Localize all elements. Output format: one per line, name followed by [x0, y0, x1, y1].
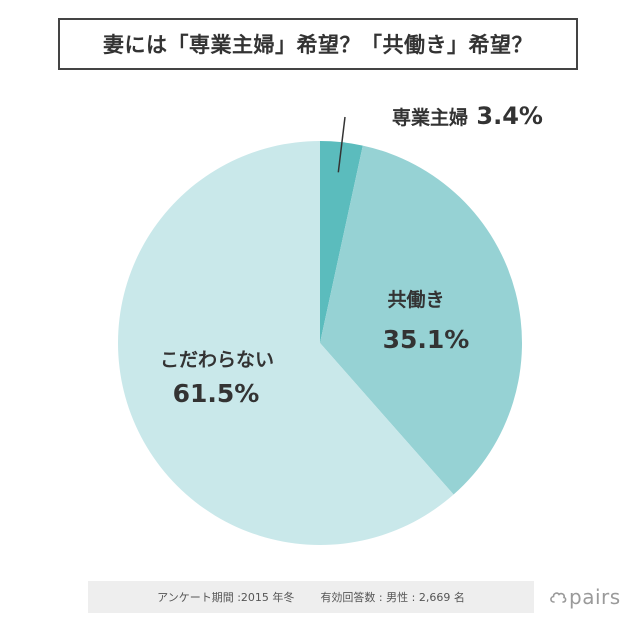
cloud-icon: [550, 592, 567, 603]
pie-slice-2: [117, 141, 454, 545]
pie-slice-0: [320, 141, 363, 343]
pairs-logo: pairs: [548, 582, 621, 612]
chart-title: 妻には「専業主婦」希望？「共働き」希望？: [58, 18, 578, 70]
pie-slice-1: [320, 145, 522, 495]
pie-slices: [117, 141, 522, 545]
pie-labels: 専業主婦 3.4% 共働き 35.1% こだわらない 61.5%: [160, 102, 543, 408]
slice-value-1: 35.1%: [383, 325, 470, 354]
slice-label-2: こだわらない: [160, 349, 274, 371]
survey-respondents: 有効回答数 : 男性 : 2,669 名: [320, 591, 465, 604]
leader-line-senmon: [337, 116, 346, 173]
slice-value-2: 61.5%: [173, 379, 260, 408]
survey-period: アンケート期間 :2015 年冬: [157, 591, 295, 604]
slice-label-0: 専業主婦 3.4%: [392, 102, 543, 130]
survey-footer: アンケート期間 :2015 年冬 有効回答数 : 男性 : 2,669 名: [88, 581, 534, 613]
slice-label-1: 共働き: [387, 288, 444, 311]
logo-text: pairs: [569, 585, 621, 609]
